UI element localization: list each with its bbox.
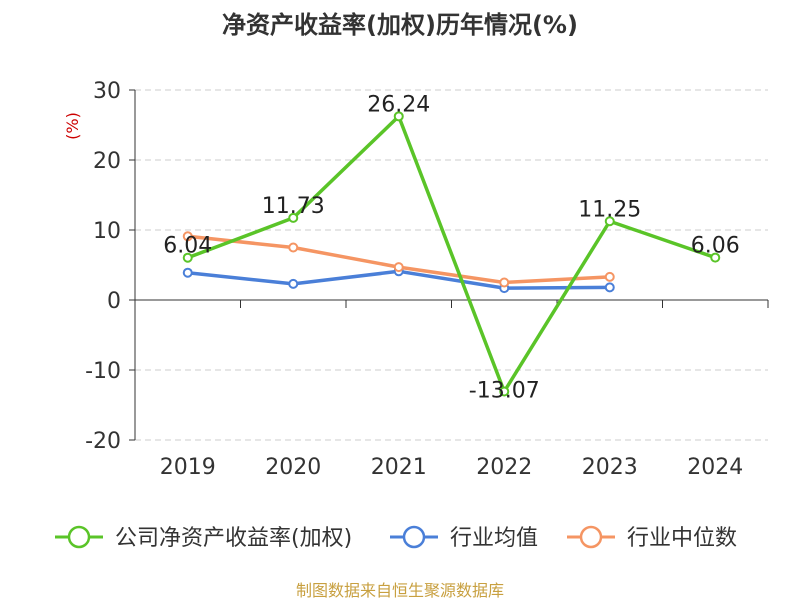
data-label: 11.25 (578, 197, 641, 222)
legend-swatch-marker (402, 525, 426, 549)
x-tick-label: 2019 (160, 455, 216, 480)
legend-item: 行业中位数 (567, 525, 737, 551)
series-point-0 (710, 252, 721, 263)
series-point-0 (604, 216, 615, 227)
y-tick-label: 0 (107, 289, 121, 314)
data-label: 11.73 (262, 194, 325, 219)
series-point-0 (393, 111, 404, 122)
data-label: -13.07 (469, 378, 540, 403)
series-point-1 (182, 267, 193, 278)
y-tick-label: 20 (93, 149, 121, 174)
y-tick-label: 30 (93, 79, 121, 104)
y-tick-label: -20 (85, 429, 121, 454)
legend: 公司净资产收益率(加权) 行业均值 行业中位数 (55, 525, 737, 551)
legend-item: 行业均值 (390, 525, 538, 551)
series-point-0 (182, 252, 193, 263)
legend-label: 公司净资产收益率(加权) (115, 526, 352, 551)
series-point-0 (288, 212, 299, 223)
legend-item: 公司净资产收益率(加权) (55, 525, 352, 551)
source-note: 制图数据来自恒生聚源数据库 (296, 581, 504, 600)
y-axis-unit: (%) (63, 112, 82, 140)
chart-title: 净资产收益率(加权)历年情况(%) (222, 11, 578, 39)
data-label: 26.24 (367, 92, 430, 117)
y-tick-label: 10 (93, 219, 121, 244)
y-tick-labels: 30 20 10 0 -10 -20 (85, 79, 121, 454)
series-point-2 (499, 277, 510, 288)
series-point-0 (499, 386, 510, 397)
legend-swatch-marker (579, 525, 603, 549)
series-point-2 (604, 271, 615, 282)
grid-lines (135, 89, 768, 441)
x-tick-label: 2022 (476, 455, 532, 480)
series-point-2 (182, 231, 193, 242)
series-point-1 (288, 278, 299, 289)
series-point-2 (288, 242, 299, 253)
x-tick-label: 2023 (582, 455, 638, 480)
series-layer (182, 111, 721, 397)
data-labels: 6.04 11.73 26.24 -13.07 11.25 6.06 (163, 92, 739, 403)
x-tick-label: 2024 (687, 455, 743, 480)
data-label: 6.04 (163, 234, 212, 259)
legend-label: 行业均值 (450, 526, 538, 551)
series-point-2 (393, 262, 404, 273)
x-tick-label: 2021 (371, 455, 427, 480)
x-tick-label: 2020 (265, 455, 321, 480)
series-point-1 (604, 282, 615, 293)
x-tick-labels: 2019 2020 2021 2022 2023 2024 (160, 455, 744, 480)
series-line-0 (187, 114, 716, 394)
legend-label: 行业中位数 (627, 526, 737, 551)
legend-swatch-marker (67, 525, 91, 549)
axes (129, 89, 769, 441)
y-tick-label: -10 (85, 359, 121, 384)
data-label: 6.06 (691, 234, 740, 259)
